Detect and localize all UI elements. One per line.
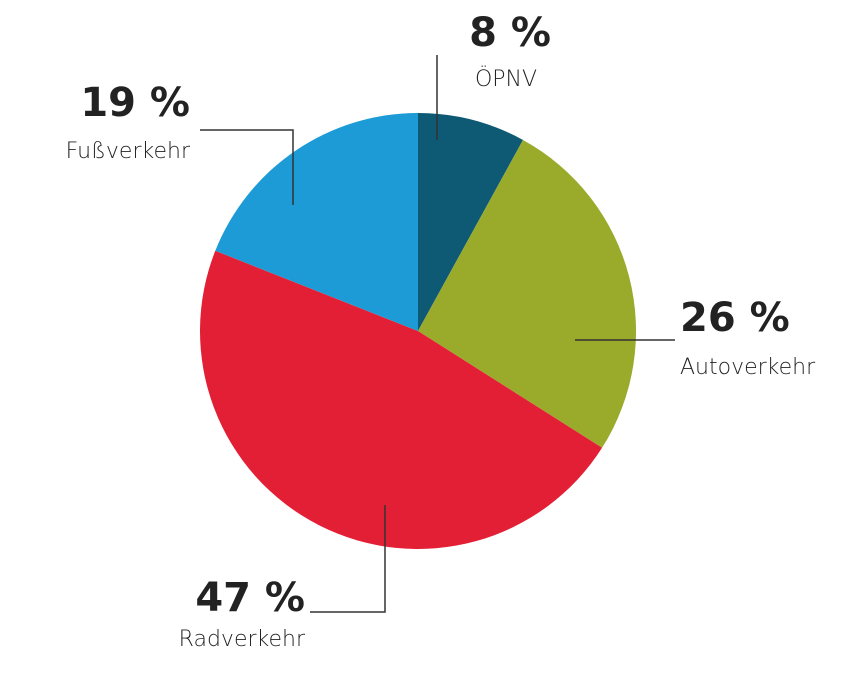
value-label: 26 %	[680, 295, 790, 341]
pie-slice	[200, 250, 603, 549]
value-label: 19 %	[80, 80, 190, 126]
value-label: 8 %	[469, 10, 551, 56]
pie-slice	[215, 113, 418, 331]
category-label: Fußverkehr	[66, 139, 191, 164]
pie-slice	[418, 139, 636, 448]
value-label: 47 %	[195, 575, 305, 621]
category-label: Radverkehr	[179, 627, 306, 652]
category-label: Autoverkehr	[680, 355, 816, 380]
leader-line	[200, 129, 294, 205]
category-label: ÖPNV	[475, 65, 537, 92]
leader-line	[310, 505, 386, 613]
pie-slice	[418, 113, 524, 331]
